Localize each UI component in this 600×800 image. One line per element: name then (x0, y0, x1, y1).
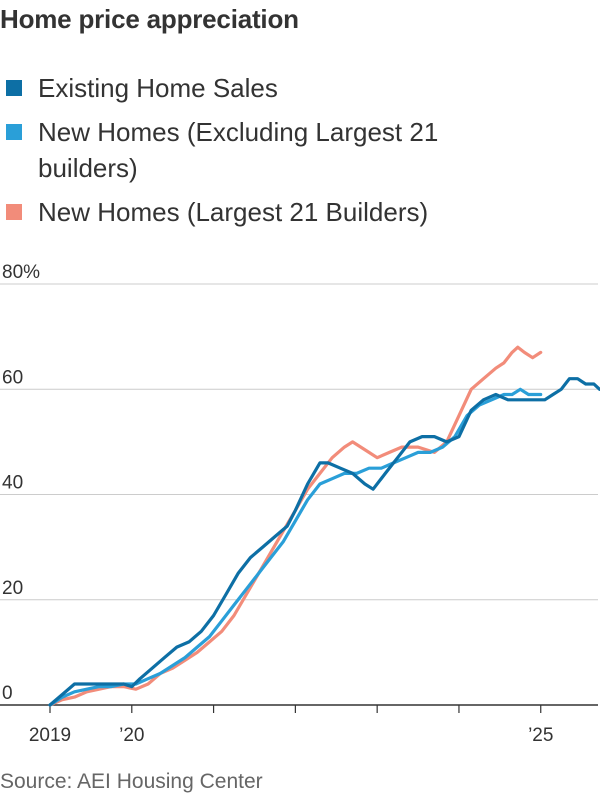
series-line-2 (48, 377, 600, 707)
chart-title: Home price appreciation (0, 4, 299, 34)
x-axis (0, 704, 598, 713)
x-tick-label: 2019 (29, 725, 71, 746)
gridlines (0, 283, 598, 601)
chart-legend: Existing Home Sales New Homes (Excluding… (6, 70, 596, 238)
x-tick-labels: 2019 ’20 ’25 (29, 725, 554, 746)
legend-label-existing-home-sales: Existing Home Sales (38, 73, 278, 103)
series-line-1 (48, 387, 543, 707)
x-tick-label: ’20 (119, 725, 144, 746)
y-tick-labels: 0 20 40 60 80% (2, 262, 40, 704)
legend-item-existing-home-sales: Existing Home Sales (6, 70, 596, 106)
y-tick-label: 80% (2, 262, 40, 283)
legend-label-new-homes-largest: New Homes (Largest 21 Builders) (38, 197, 429, 227)
legend-swatch-new-homes-excluding (6, 124, 22, 140)
y-tick-label: 40 (2, 473, 23, 494)
legend-swatch-existing-home-sales (6, 80, 22, 96)
legend-label-new-homes-excluding: New Homes (Excluding Largest 21 builders… (38, 117, 439, 183)
y-tick-label: 0 (2, 683, 13, 704)
x-tick-label: ’25 (528, 725, 553, 746)
legend-item-new-homes-excluding: New Homes (Excluding Largest 21 builders… (6, 114, 596, 186)
y-tick-label: 20 (2, 578, 23, 599)
series-line-0 (48, 345, 543, 707)
legend-swatch-new-homes-largest (6, 204, 22, 220)
source-note: Source: AEI Housing Center (0, 770, 263, 793)
legend-item-new-homes-largest: New Homes (Largest 21 Builders) (6, 194, 596, 230)
y-tick-label: 60 (2, 367, 23, 388)
series-lines (48, 345, 600, 707)
